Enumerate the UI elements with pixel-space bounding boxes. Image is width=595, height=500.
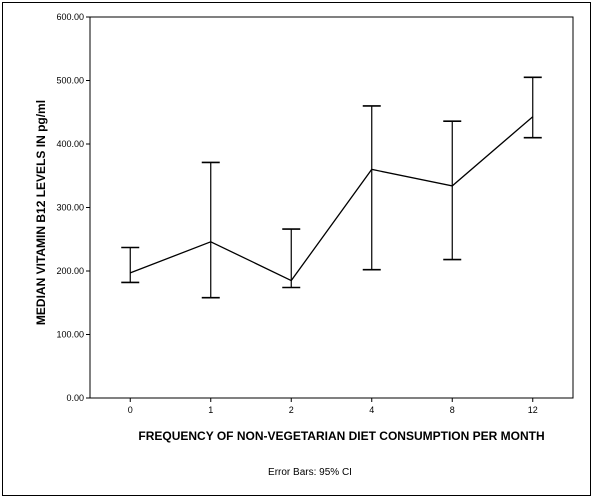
- y-tick-label: 500.00: [56, 76, 84, 86]
- chart-frame: [2, 2, 591, 496]
- x-tick-label: 0: [128, 405, 133, 415]
- error-bar-note: Error Bars: 95% CI: [268, 467, 352, 478]
- y-tick-label: 400.00: [56, 139, 84, 149]
- y-tick-label: 600.00: [56, 12, 84, 22]
- series-line: [130, 116, 534, 282]
- y-tick-label: 100.00: [56, 330, 84, 340]
- y-axis-title: MEDIAN VITAMIN B12 LEVELS IN pg/ml: [34, 100, 48, 325]
- x-tick-label: 4: [369, 405, 374, 415]
- x-tick-label: 8: [450, 405, 455, 415]
- x-axis: 0 1 2 4 8 12: [128, 398, 538, 415]
- x-tick-label: 2: [289, 405, 294, 415]
- x-axis-title: FREQUENCY OF NON-VEGETARIAN DIET CONSUMP…: [138, 429, 544, 443]
- y-tick-label: 0.00: [66, 393, 84, 403]
- x-tick-label: 12: [528, 405, 538, 415]
- y-axis: 0.00 100.00 200.00 300.00 400.00 500.00 600.00: [56, 12, 90, 403]
- x-tick-label: 1: [208, 405, 213, 415]
- y-tick-label: 200.00: [56, 266, 84, 276]
- plot-area: [89, 16, 574, 399]
- y-tick-label: 300.00: [56, 203, 84, 213]
- error-bars: [121, 76, 542, 299]
